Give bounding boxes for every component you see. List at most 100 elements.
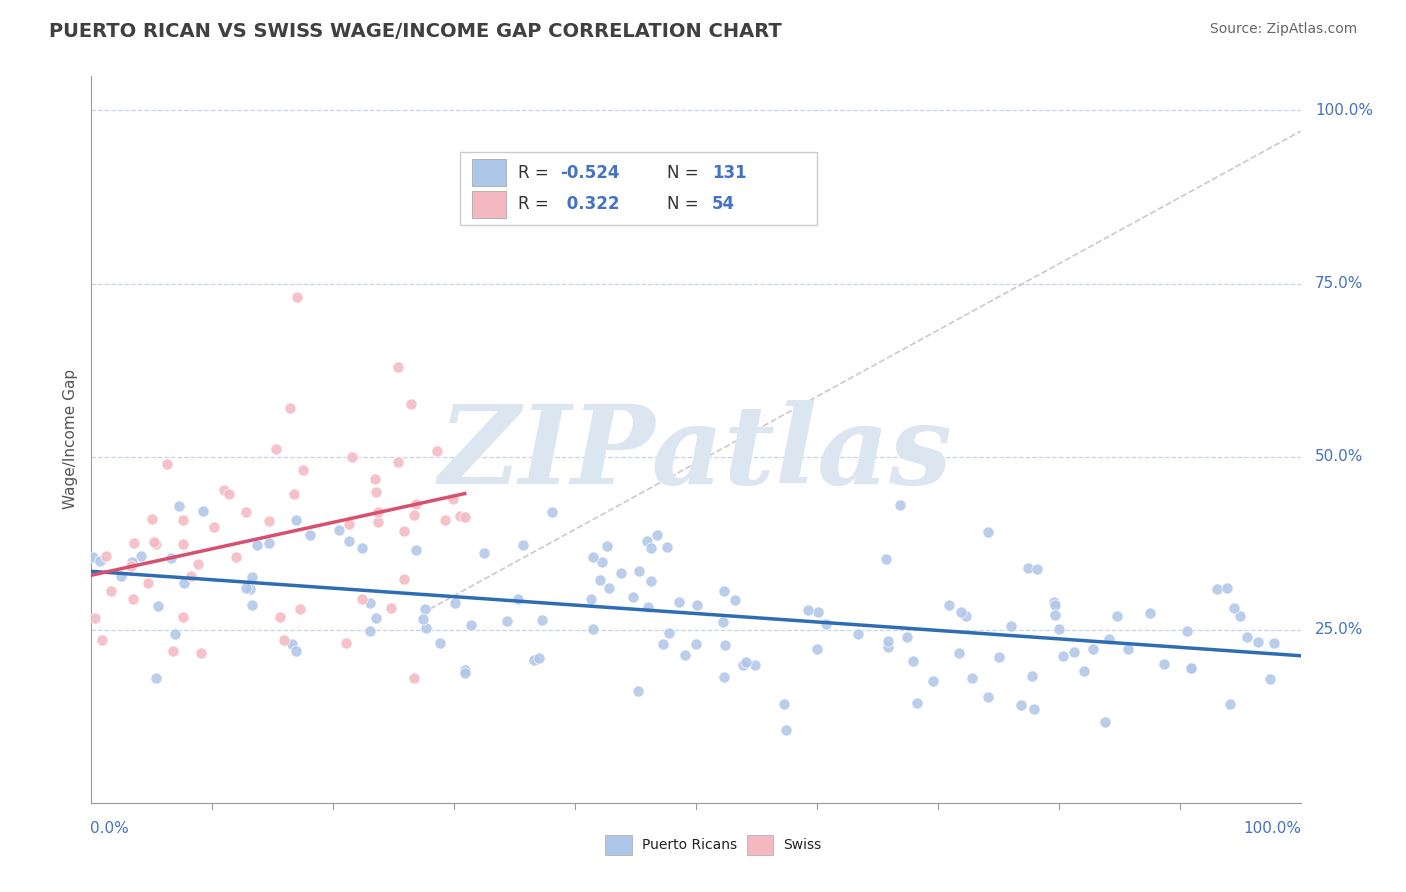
Point [686,598,709,612]
Point [160,550,183,565]
Point [190,646,212,660]
Text: N =: N = [666,163,704,181]
Point [110,568,132,582]
Point [173,575,195,590]
Point [806,642,828,657]
Point [772,697,794,711]
Point [530,613,553,627]
Point [655,540,678,554]
Text: Swiss: Swiss [783,838,821,852]
Point [955,609,977,624]
Point [335,636,357,650]
Text: N =: N = [666,195,704,213]
Point [172,537,194,551]
Point [596,540,619,554]
Point [278,401,301,416]
Point [162,643,184,657]
Point [1247,635,1270,649]
Point [922,673,945,688]
Point [328,523,350,537]
Point [454,666,477,681]
Point [283,487,305,501]
Point [1139,606,1161,620]
FancyBboxPatch shape [747,835,773,855]
Point [512,538,534,552]
Point [673,648,696,663]
Point [392,524,415,538]
Point [1236,630,1258,644]
Text: 25.0%: 25.0% [1315,623,1364,637]
Point [815,617,838,632]
Point [640,574,662,588]
Point [1098,632,1121,646]
Point [165,627,187,641]
Point [142,534,165,549]
Point [806,605,828,619]
Point [402,671,425,685]
Point [582,622,605,636]
Point [1260,672,1282,686]
Point [100,583,122,598]
Point [877,634,900,648]
Point [239,582,262,596]
Point [523,653,546,667]
Point [1010,698,1032,712]
Point [280,637,302,651]
Point [141,512,163,526]
Point [352,541,374,555]
Point [1081,642,1104,657]
Point [1000,619,1022,633]
Point [1043,598,1066,612]
FancyBboxPatch shape [472,160,506,186]
Point [713,670,735,684]
Point [259,514,281,528]
Point [145,536,167,550]
Point [167,499,190,513]
Point [1063,645,1085,659]
Point [225,549,247,564]
Text: R =: R = [519,195,554,213]
Point [273,633,295,648]
Point [610,566,633,580]
Point [202,520,225,534]
Text: Puerto Ricans: Puerto Ricans [641,838,737,852]
Point [896,630,918,644]
Point [713,584,735,599]
Point [364,472,387,486]
Text: 0.0%: 0.0% [90,821,129,836]
Point [529,651,551,665]
Point [191,504,214,518]
Point [429,636,451,650]
Text: 75.0%: 75.0% [1315,276,1364,291]
Point [413,602,436,616]
Point [588,573,610,587]
Point [948,646,970,660]
Point [415,621,437,635]
Point [1263,635,1285,649]
FancyBboxPatch shape [460,153,817,225]
FancyBboxPatch shape [472,192,506,218]
Point [350,591,373,606]
Point [269,610,291,624]
Text: 100.0%: 100.0% [1244,821,1302,836]
Point [284,513,307,527]
Point [1047,622,1070,636]
Point [364,611,387,625]
Point [735,655,758,669]
Point [460,618,482,632]
Text: 131: 131 [711,163,747,181]
Point [1073,664,1095,678]
Point [987,649,1010,664]
Point [724,593,747,607]
Point [1043,594,1066,608]
Point [1017,561,1039,575]
Point [960,672,983,686]
Point [454,663,477,677]
Text: 0.322: 0.322 [561,195,619,213]
Point [264,442,287,456]
Text: PUERTO RICAN VS SWISS WAGE/INCOME GAP CORRELATION CHART: PUERTO RICAN VS SWISS WAGE/INCOME GAP CO… [49,22,782,41]
Point [405,542,427,557]
Point [122,536,145,550]
Point [877,640,900,655]
Point [875,551,897,566]
